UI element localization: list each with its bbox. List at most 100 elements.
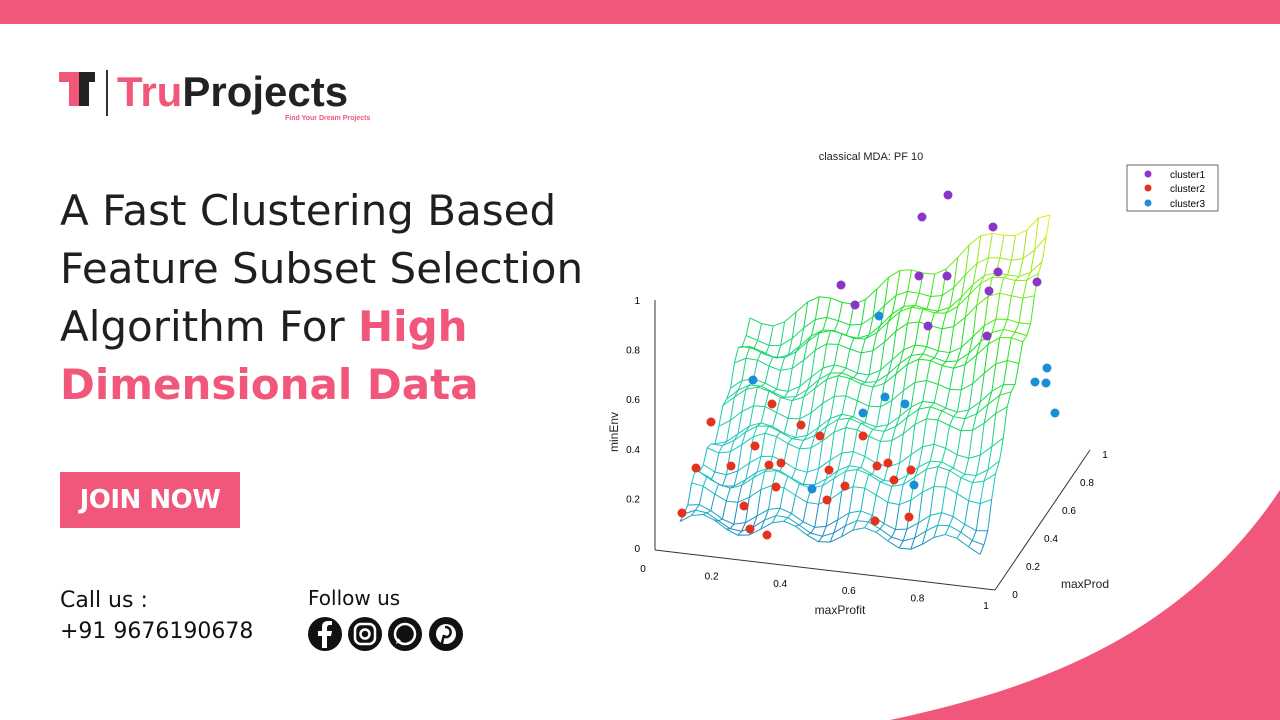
- mesh-line: [757, 385, 762, 388]
- mesh-line: [822, 364, 835, 369]
- mesh-line: [795, 434, 808, 439]
- cluster-dot: [677, 508, 687, 518]
- mesh-line: [764, 406, 777, 413]
- mesh-line: [918, 401, 924, 410]
- social-icons: [308, 617, 463, 651]
- mesh-line: [883, 523, 896, 530]
- mesh-line: [895, 311, 901, 332]
- cluster-dot: [993, 267, 1003, 277]
- mesh-line: [787, 513, 792, 518]
- mesh-line: [991, 363, 997, 392]
- mesh-line: [841, 525, 846, 537]
- mesh-line: [914, 379, 927, 383]
- mesh-line: [776, 388, 789, 392]
- mesh-line: [706, 475, 712, 481]
- mesh-line: [764, 425, 770, 434]
- z-axis-label: minEnv: [607, 412, 621, 452]
- mesh-line: [776, 345, 782, 359]
- mesh-line: [795, 388, 808, 398]
- mesh-line: [834, 364, 847, 369]
- mesh-line: [834, 395, 846, 397]
- mesh-line: [764, 345, 770, 355]
- mesh-line: [918, 460, 931, 468]
- surface-mesh: [679, 214, 1051, 555]
- mesh-line: [702, 447, 708, 465]
- mesh-line: [906, 522, 919, 530]
- mesh-line: [868, 350, 874, 376]
- mesh-line: [968, 401, 981, 411]
- facebook-icon[interactable]: [308, 617, 342, 651]
- mesh-line: [748, 436, 754, 463]
- mesh-line: [714, 483, 720, 495]
- mesh-line: [822, 477, 835, 487]
- mesh-line: [922, 353, 935, 359]
- mesh-line: [899, 306, 905, 312]
- mesh-line: [1003, 277, 1016, 282]
- mesh-line: [972, 263, 978, 285]
- mesh-line: [952, 516, 965, 525]
- mesh-line: [821, 526, 827, 537]
- mesh-line: [914, 530, 927, 539]
- mesh-line: [968, 482, 973, 501]
- mesh-line: [849, 338, 855, 350]
- mesh-line: [845, 324, 851, 336]
- mesh-line: [791, 477, 804, 485]
- mesh-line: [734, 357, 747, 364]
- mesh-line: [733, 389, 739, 398]
- mesh-line: [1038, 214, 1051, 219]
- mesh-line: [1026, 272, 1032, 281]
- mesh-line: [979, 481, 985, 504]
- mesh-line: [991, 413, 997, 447]
- mesh-line: [868, 324, 882, 336]
- mesh-line: [941, 410, 954, 418]
- mesh-line: [791, 513, 804, 523]
- mesh-line: [918, 358, 931, 362]
- mesh-line: [829, 478, 835, 500]
- y-tick-label: 0.6: [1062, 506, 1076, 517]
- mesh-line: [875, 528, 881, 533]
- cluster-dot: [982, 331, 992, 341]
- mesh-line: [949, 346, 962, 354]
- cluster-dot: [776, 458, 786, 468]
- mesh-line: [914, 466, 920, 478]
- mesh-line: [829, 532, 835, 543]
- mesh-line: [730, 484, 742, 489]
- mesh-line: [964, 409, 970, 419]
- mesh-line: [1010, 384, 1016, 393]
- mesh-line: [1014, 276, 1020, 281]
- mesh-line: [1022, 229, 1028, 259]
- mesh-line: [822, 317, 828, 331]
- mesh-line: [864, 456, 877, 464]
- mesh-line: [780, 431, 785, 434]
- mesh-line: [745, 462, 750, 480]
- mesh-line: [933, 534, 946, 538]
- cluster-dot: [883, 458, 893, 468]
- mesh-line: [914, 359, 920, 383]
- mesh-line: [768, 390, 773, 393]
- mesh-line: [810, 435, 816, 449]
- mesh-line: [791, 396, 804, 402]
- join-button[interactable]: JOIN NOW: [60, 472, 240, 528]
- mesh-line: [860, 467, 873, 475]
- mesh-line: [768, 325, 774, 346]
- instagram-icon[interactable]: [348, 617, 382, 651]
- mesh-line: [980, 232, 993, 237]
- cluster-dot: [943, 190, 953, 200]
- whatsapp-icon[interactable]: [388, 617, 422, 651]
- x-tick-label: 0.2: [705, 571, 719, 582]
- mesh-line: [849, 323, 862, 326]
- mesh-line: [976, 343, 989, 356]
- mesh-line: [891, 349, 904, 361]
- mesh-line: [1014, 331, 1027, 337]
- mesh-line: [956, 537, 969, 548]
- mesh-line: [825, 519, 839, 527]
- mesh-line: [714, 493, 727, 502]
- pinterest-icon[interactable]: [429, 617, 463, 651]
- mesh-line: [915, 344, 927, 348]
- cluster-dot: [796, 420, 806, 430]
- mesh-line: [718, 483, 723, 487]
- mesh-line: [891, 529, 896, 538]
- cluster-dot: [1050, 408, 1060, 418]
- mesh-line: [857, 334, 870, 339]
- mesh-line: [891, 426, 897, 441]
